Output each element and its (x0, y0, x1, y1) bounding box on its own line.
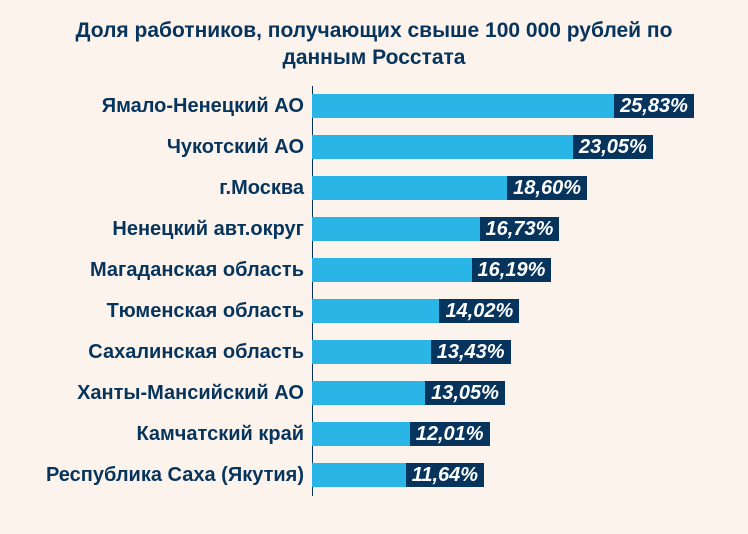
bar-value: 16,19% (472, 258, 552, 282)
bar-value: 13,43% (431, 340, 511, 364)
bar-value: 16,73% (480, 217, 560, 241)
bar-value: 18,60% (507, 176, 587, 200)
bar: 25,83% (312, 94, 694, 118)
bar-track: 11,64% (312, 455, 726, 496)
bar-track: 18,60% (312, 168, 726, 209)
bar-track: 23,05% (312, 127, 726, 168)
row-label: Магаданская область (22, 259, 312, 282)
row-label: Камчатский край (22, 423, 312, 446)
chart-row: Камчатский край 12,01% (22, 414, 726, 455)
bar-track: 13,05% (312, 373, 726, 414)
bar-track: 25,83% (312, 86, 726, 127)
bar: 23,05% (312, 135, 653, 159)
bar: 16,19% (312, 258, 551, 282)
chart-row: Чукотский АО 23,05% (22, 127, 726, 168)
bar: 12,01% (312, 422, 490, 446)
bar-value: 14,02% (439, 299, 519, 323)
chart-row: Магаданская область 16,19% (22, 250, 726, 291)
bar: 14,02% (312, 299, 519, 323)
chart-row: Ямало-Ненецкий АО 25,83% (22, 86, 726, 127)
chart-row: Ненецкий авт.округ 16,73% (22, 209, 726, 250)
bar-value: 13,05% (425, 381, 505, 405)
chart-body: Ямало-Ненецкий АО 25,83% Чукотский АО 23,05… (22, 86, 726, 496)
bar: 18,60% (312, 176, 587, 200)
bar-value: 12,01% (410, 422, 490, 446)
bar-track: 12,01% (312, 414, 726, 455)
row-label: Ханты-Мансийский АО (22, 382, 312, 405)
bar: 16,73% (312, 217, 559, 241)
chart-row: Тюменская область 14,02% (22, 291, 726, 332)
chart-row: г.Москва 18,60% (22, 168, 726, 209)
bar-value: 25,83% (614, 94, 694, 118)
bar-value: 23,05% (573, 135, 653, 159)
chart-row: Ханты-Мансийский АО 13,05% (22, 373, 726, 414)
bar-track: 13,43% (312, 332, 726, 373)
row-label: Сахалинская область (22, 341, 312, 364)
bar-track: 16,19% (312, 250, 726, 291)
chart-row: Республика Саха (Якутия) 11,64% (22, 455, 726, 496)
row-label: Ямало-Ненецкий АО (22, 95, 312, 118)
chart-row: Сахалинская область 13,43% (22, 332, 726, 373)
row-label: г.Москва (22, 177, 312, 200)
row-label: Чукотский АО (22, 136, 312, 159)
row-label: Республика Саха (Якутия) (22, 464, 312, 487)
row-label: Ненецкий авт.округ (22, 218, 312, 241)
chart-container: Доля работников, получающих свыше 100 00… (0, 0, 748, 534)
chart-title: Доля работников, получающих свыше 100 00… (22, 18, 726, 72)
bar-track: 14,02% (312, 291, 726, 332)
bar: 11,64% (312, 463, 484, 487)
bar: 13,43% (312, 340, 511, 364)
bar-track: 16,73% (312, 209, 726, 250)
bar: 13,05% (312, 381, 505, 405)
row-label: Тюменская область (22, 300, 312, 323)
bar-value: 11,64% (406, 463, 484, 487)
